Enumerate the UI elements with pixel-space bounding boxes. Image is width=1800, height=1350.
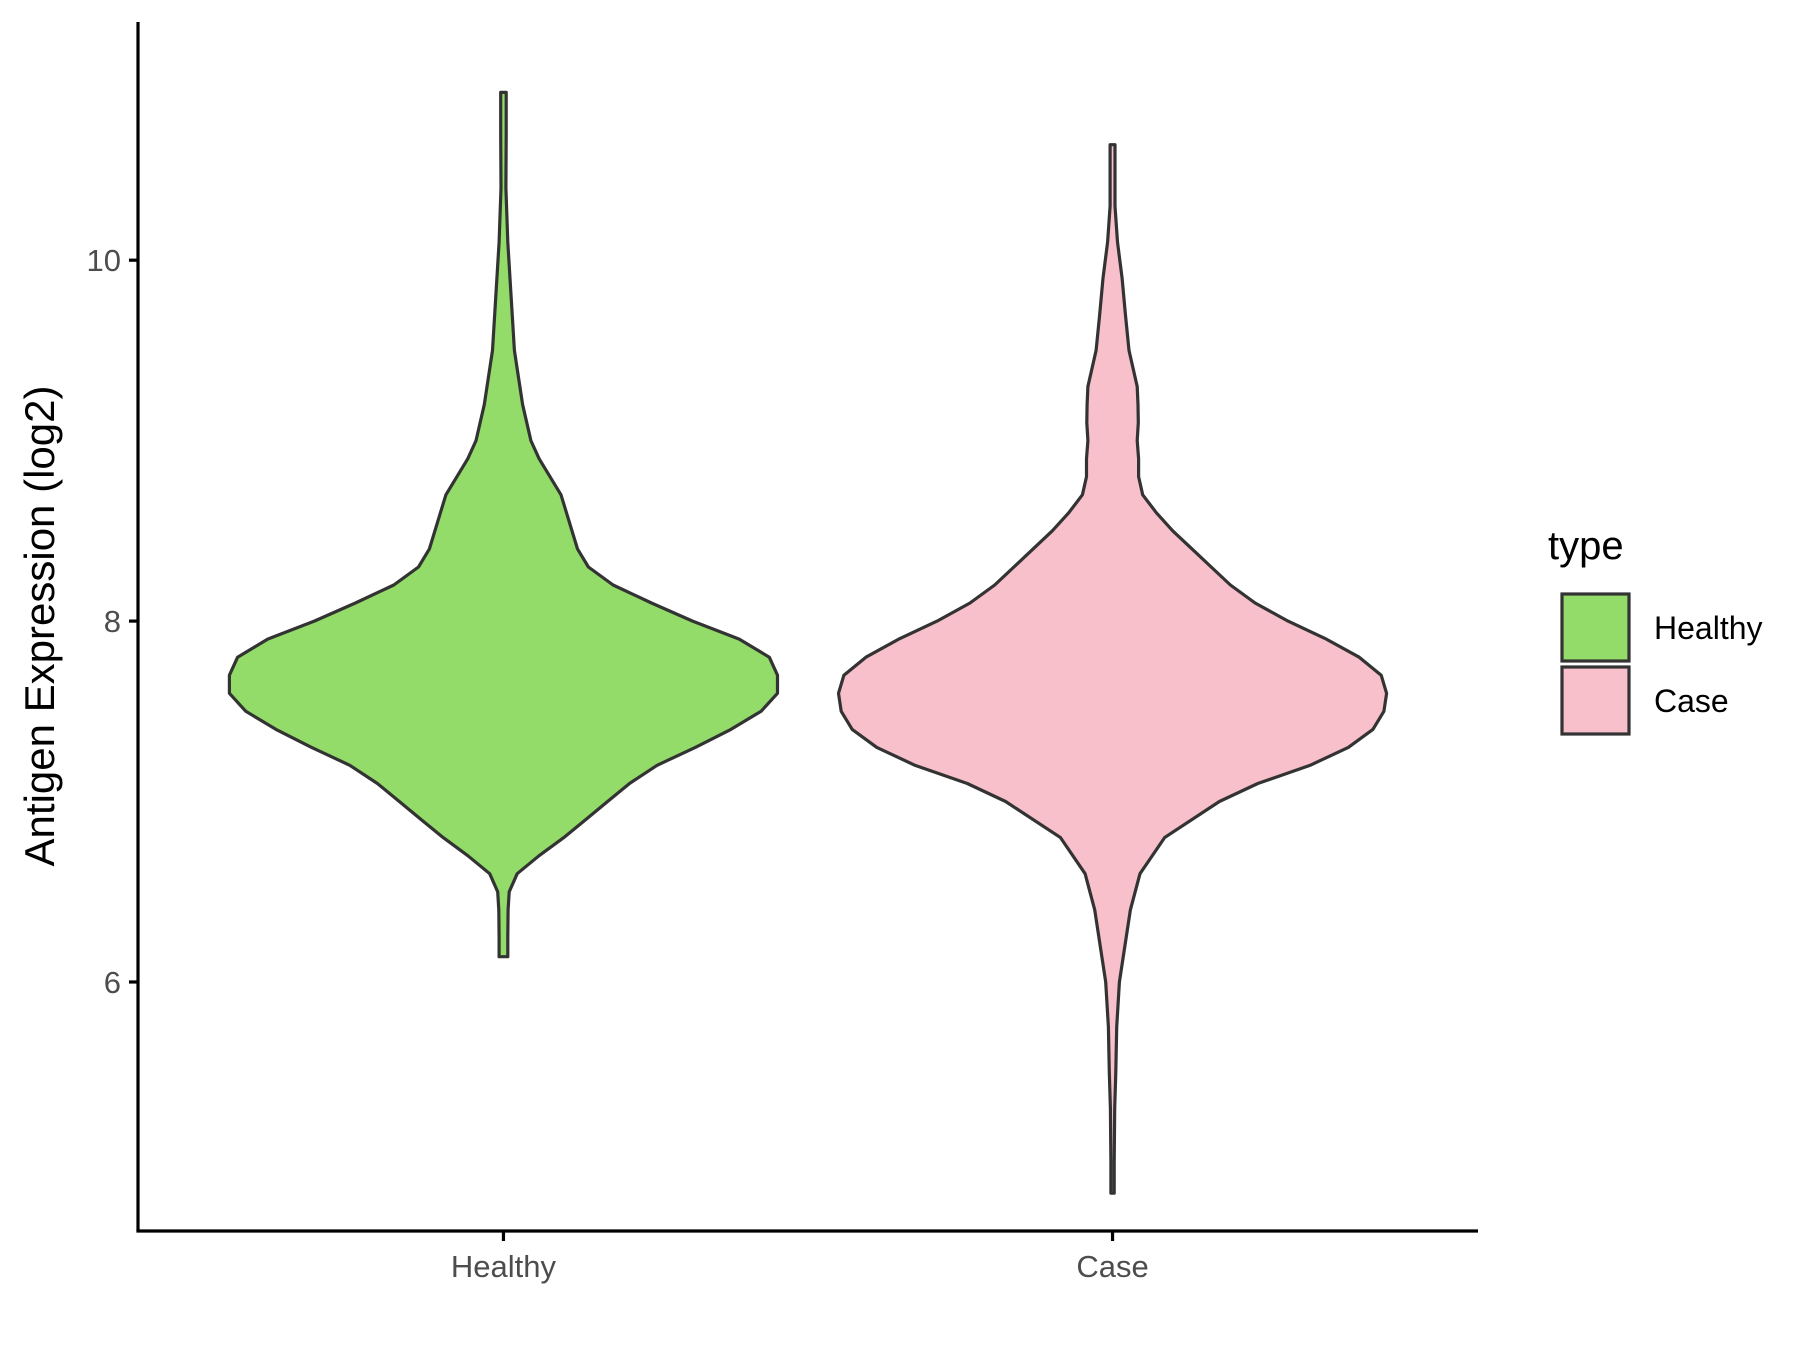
violin-healthy [227,90,780,959]
y-axis-ticks: 6 8 10 [87,243,138,1000]
y-tick-label: 6 [104,965,121,1000]
y-axis-title: Antigen Expression (log2) [16,386,63,867]
x-axis-ticks: Healthy Case [451,1231,1149,1284]
violin-case [836,143,1389,1195]
legend-label-healthy: Healthy [1654,610,1763,646]
x-tick-label: Healthy [451,1249,557,1284]
y-tick-label: 10 [87,243,121,278]
violin-layer [227,90,1389,1195]
legend-title: type [1548,524,1624,568]
legend: Healthy Case [1560,592,1763,736]
legend-label-case: Case [1654,683,1729,719]
y-tick-label: 8 [104,604,121,639]
x-tick-label: Case [1076,1249,1148,1284]
legend-key-case [1560,665,1631,736]
legend-key-healthy [1560,592,1631,663]
